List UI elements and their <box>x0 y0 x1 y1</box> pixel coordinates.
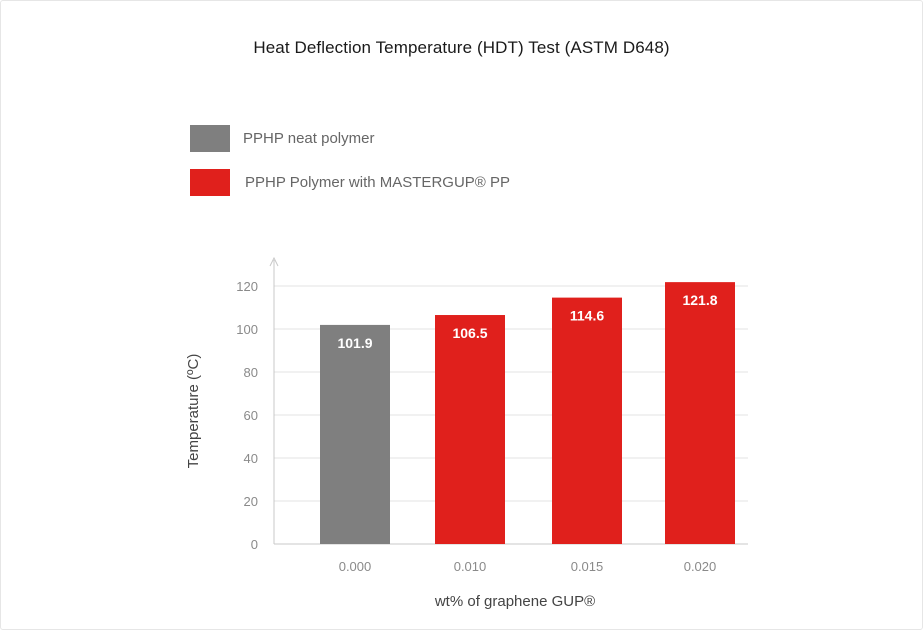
y-axis-arrow <box>269 256 279 267</box>
x-tick-label: 0.010 <box>454 559 487 574</box>
x-tick-label: 0.020 <box>684 559 717 574</box>
bar-0.000 <box>320 324 390 544</box>
bar-value-label: 106.5 <box>452 325 487 341</box>
y-tick-label: 60 <box>244 408 258 423</box>
bar-value-label: 121.8 <box>682 292 717 308</box>
legend-label-mastergup: PPHP Polymer with MASTERGUP® PP <box>245 174 511 191</box>
bar-0.015 <box>552 297 622 544</box>
y-tick-label: 120 <box>236 279 258 294</box>
legend-swatch-mastergup <box>190 169 230 196</box>
x-tick-label: 0.000 <box>339 559 372 574</box>
y-tick-label: 0 <box>251 537 258 552</box>
x-axis-title: wt% of graphene GUP® <box>434 593 595 610</box>
y-tick-label: 100 <box>236 322 258 337</box>
x-tick-label: 0.015 <box>571 559 604 574</box>
bar-0.010 <box>435 315 505 544</box>
bar-value-label: 114.6 <box>570 308 604 324</box>
y-tick-label: 40 <box>244 451 258 466</box>
chart-title: Heat Deflection Temperature (HDT) Test (… <box>253 38 670 57</box>
legend-label-neat: PPHP neat polymer <box>243 130 375 147</box>
y-tick-label: 20 <box>244 494 258 509</box>
bar-0.020 <box>665 282 735 544</box>
bar-value-label: 101.9 <box>337 335 372 351</box>
y-axis-title: Temperature (ºC) <box>185 354 202 469</box>
legend-swatch-neat <box>190 125 230 152</box>
y-tick-label: 80 <box>244 365 258 380</box>
